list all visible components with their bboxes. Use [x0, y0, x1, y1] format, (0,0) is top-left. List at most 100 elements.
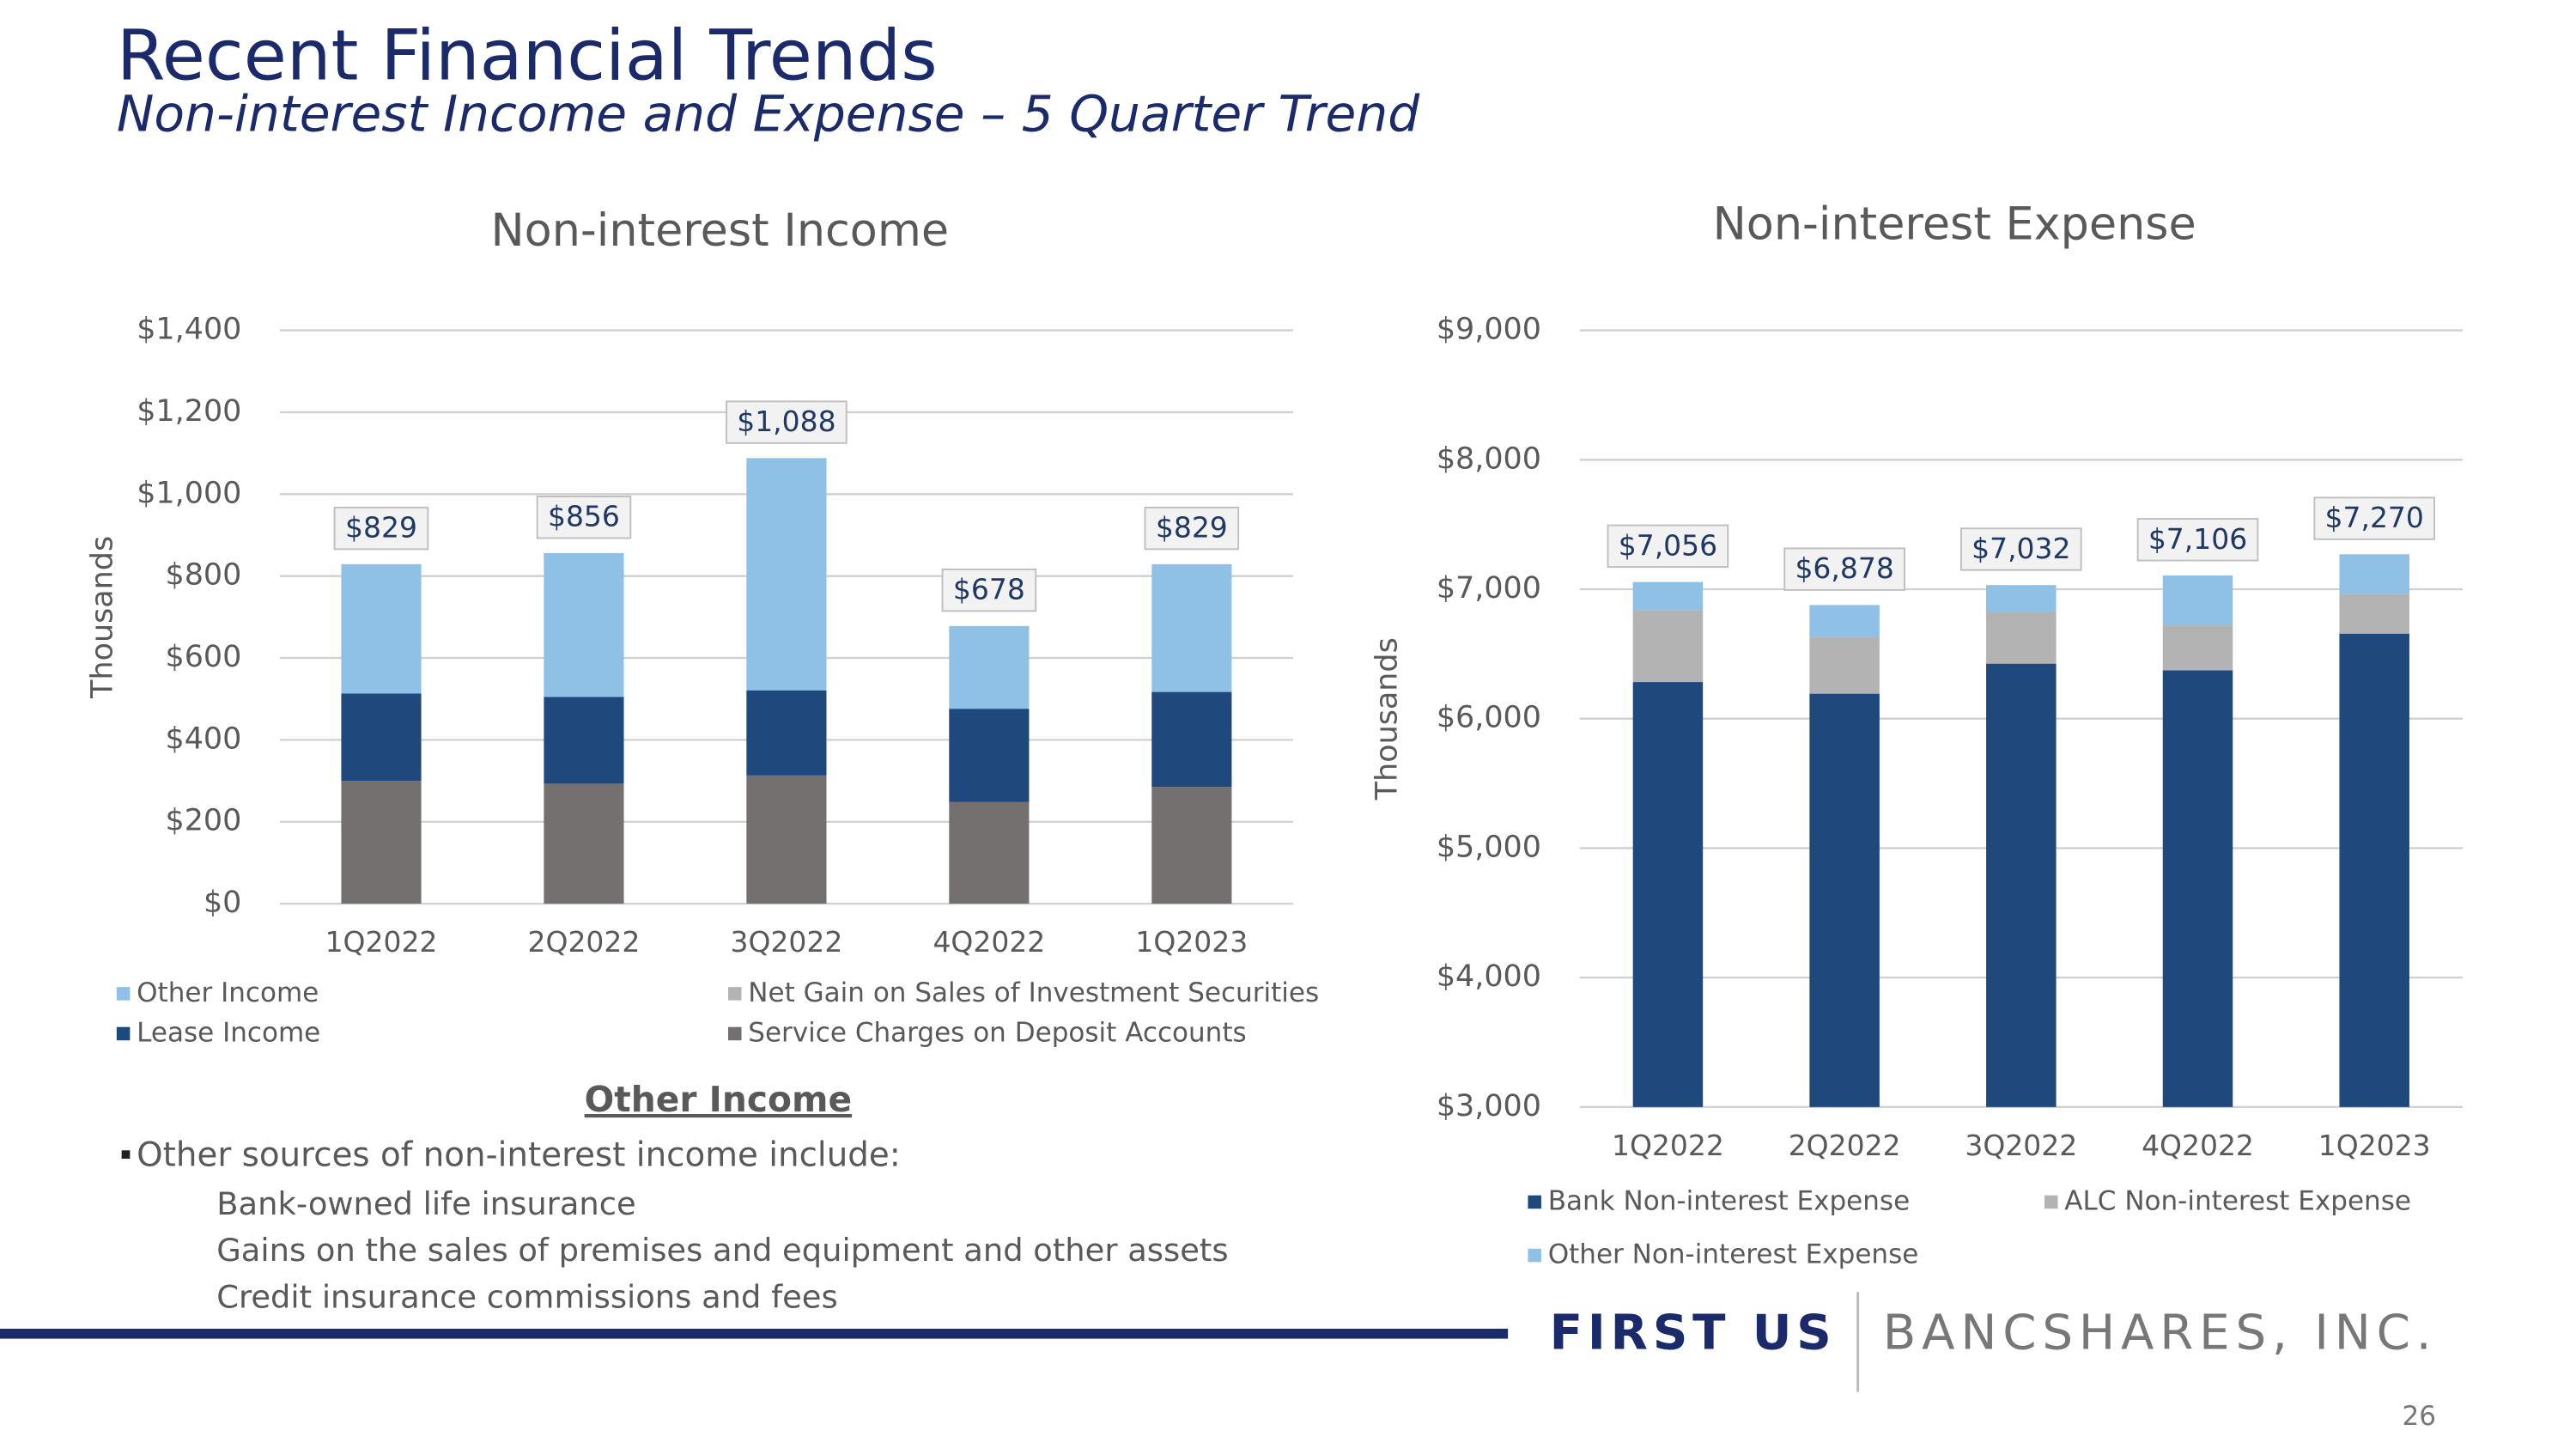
y-tick-label: $800: [166, 558, 242, 593]
footer-bar: [0, 1328, 1509, 1339]
y-tick-label: $400: [166, 721, 242, 756]
legend-label: ALC Non-interest Expense: [2064, 1185, 2411, 1216]
bar-segment: [1632, 682, 1704, 1107]
bar-segment: [949, 801, 1030, 904]
legend-swatch: [727, 987, 742, 1001]
bar-segment: [1809, 636, 1880, 694]
legend-label: Bank Non-interest Expense: [1548, 1185, 1910, 1216]
bar-segment: [2162, 670, 2233, 1107]
y-tick-label: $0: [204, 886, 241, 920]
bar-segment: [1632, 581, 1704, 611]
bullet-item: Credit insurance commissions and fees: [216, 1278, 837, 1315]
total-label-box: [2136, 518, 2259, 562]
total-label: $7,032: [1971, 532, 2070, 565]
legend-swatch: [2044, 1195, 2058, 1209]
legend-swatch: [116, 1026, 131, 1041]
y-axis-label: Thousands: [85, 536, 119, 699]
bullet-items: Bank-owned life insurance Gains on the sa…: [216, 1185, 1228, 1316]
y-tick-label: $9,000: [1437, 313, 1541, 347]
legend-label: Lease Income: [137, 1017, 320, 1048]
bar-segment: [1151, 787, 1232, 904]
bar-segment: [746, 690, 827, 776]
logo-bold: FIRST US: [1550, 1305, 1837, 1361]
legend-label: Other Non-interest Expense: [1548, 1239, 1919, 1270]
notes-heading: Other Income: [585, 1079, 852, 1120]
bullet-marker: [121, 1150, 131, 1159]
title: Recent Financial Trends: [117, 15, 938, 97]
x-tick-label: 1Q2023: [1135, 925, 1248, 959]
x-tick-label: 2Q2022: [528, 925, 641, 959]
bar-segment: [544, 552, 624, 697]
x-tick-label: 1Q2023: [2318, 1129, 2431, 1162]
legend-label: Other Income: [137, 977, 319, 1008]
bar-segment: [949, 709, 1030, 802]
bar-segment: [746, 458, 827, 691]
bar-segment: [544, 697, 624, 784]
bar-segment: [341, 781, 422, 904]
total-label-box: [1607, 524, 1729, 569]
total-label-box: [1959, 527, 2082, 571]
y-tick-label: $8,000: [1437, 441, 1541, 476]
total-label-box: [941, 568, 1037, 612]
total-label: $829: [1156, 511, 1228, 545]
legend-swatch: [1528, 1248, 1541, 1263]
y-tick-label: $4,000: [1437, 959, 1541, 994]
x-tick-label: 3Q2022: [1965, 1129, 2077, 1162]
bar-segment: [2162, 575, 2233, 626]
bullet-item: Gains on the sales of premises and equip…: [216, 1232, 1228, 1269]
y-axis-label: Thousands: [1370, 637, 1404, 801]
total-label-box: [726, 400, 848, 444]
total-label: $856: [548, 500, 620, 533]
bar-segment: [2339, 554, 2409, 594]
subtitle: Non-interest Income and Expense – 5 Quar…: [117, 84, 1420, 143]
chart-title: Non-interest Expense: [1713, 198, 2196, 250]
y-tick-label: $1,200: [137, 394, 241, 429]
page-number: 26: [2402, 1401, 2436, 1432]
total-label-box: [1144, 506, 1240, 551]
total-label-box: [333, 506, 429, 551]
bar-segment: [1986, 612, 2057, 664]
bar-segment: [1632, 610, 1704, 683]
y-tick-label: $5,000: [1437, 830, 1541, 864]
total-label: $7,056: [1619, 528, 1717, 562]
x-tick-label: 4Q2022: [2142, 1129, 2254, 1162]
bar-segment: [1986, 663, 2057, 1107]
y-tick-label: $3,000: [1437, 1089, 1541, 1123]
bar-segment: [949, 625, 1030, 709]
total-label-box: [2313, 496, 2436, 540]
total-label: $1,088: [737, 405, 835, 438]
y-tick-label: $1,400: [137, 313, 241, 347]
legend-swatch: [727, 1026, 742, 1041]
chart-title: Non-interest Income: [490, 204, 949, 257]
total-label-box: [536, 496, 632, 539]
x-tick-label: 1Q2022: [325, 925, 438, 959]
y-tick-label: $200: [166, 804, 242, 838]
x-tick-label: 2Q2022: [1789, 1129, 1901, 1162]
bar-segment: [1151, 563, 1232, 692]
legend-label: Net Gain on Sales of Investment Securiti…: [748, 977, 1319, 1008]
total-label-box: [1783, 547, 1905, 591]
bar-segment: [1151, 691, 1232, 788]
legend-label: Service Charges on Deposit Accounts: [748, 1017, 1246, 1048]
total-label: $7,106: [2148, 522, 2247, 556]
logo-rest: BANCSHARES, INC.: [1883, 1305, 2438, 1361]
y-tick-label: $1,000: [137, 476, 241, 510]
bar-segment: [341, 693, 422, 782]
x-tick-label: 3Q2022: [730, 925, 842, 959]
total-label: $829: [345, 511, 417, 545]
bar-segment: [746, 775, 827, 904]
bar-segment: [2339, 633, 2409, 1107]
bar-segment: [1809, 605, 1880, 637]
total-label: $6,878: [1795, 551, 1893, 585]
legend-swatch: [116, 987, 131, 1001]
y-tick-label: $6,000: [1437, 701, 1541, 735]
total-label: $7,270: [2325, 501, 2424, 534]
total-label: $678: [953, 573, 1025, 606]
bullet: Other sources of non-interest income inc…: [137, 1136, 901, 1175]
bar-segment: [1809, 693, 1880, 1107]
bar-segment: [2339, 594, 2409, 634]
bar-segment: [1986, 585, 2057, 612]
legend-swatch: [1528, 1195, 1541, 1209]
